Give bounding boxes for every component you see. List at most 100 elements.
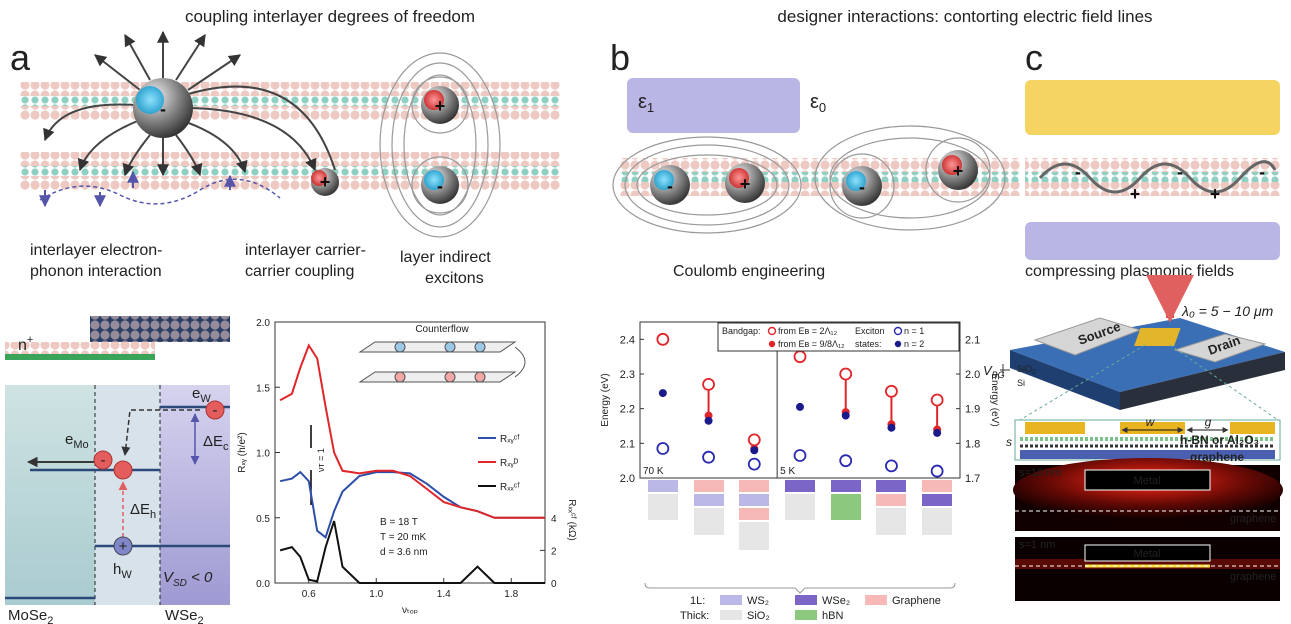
data-point [751, 447, 758, 454]
sample-stacks-part [876, 494, 906, 506]
legend-title: states: [855, 339, 882, 349]
map-label: Metal [1134, 548, 1161, 560]
sample-stacks-part [831, 480, 861, 492]
y2-tick-label: 1.9 [965, 404, 980, 416]
exciton-field [380, 53, 500, 237]
device-3d-part [1134, 328, 1181, 346]
sample-stacks-part [922, 508, 952, 535]
panel-letter: b [610, 37, 630, 78]
legend-label: WS₂ [747, 595, 769, 607]
sample-stacks-part [720, 610, 742, 620]
sample-stacks-part [739, 522, 769, 550]
charge-sign: - [160, 99, 166, 119]
data-point [886, 460, 897, 471]
legend-group: 1L: [690, 595, 705, 607]
map-label: graphene [1230, 513, 1277, 525]
charge-sign: + [740, 174, 751, 194]
x-tick-label: 1.8 [504, 589, 518, 600]
counterflow-inset-part [360, 372, 515, 382]
counterflow-inset [360, 342, 525, 382]
subscript: 2 [1032, 369, 1036, 376]
sample-stacks-part [694, 480, 724, 492]
legend-label: Rₓᵧᴰ [500, 458, 519, 469]
dimension-label: w [1146, 415, 1156, 429]
data-point [886, 386, 897, 397]
y-tick-label: 1.5 [256, 383, 270, 394]
charge-sign: - [101, 452, 106, 469]
sample-stacks-part [648, 480, 678, 492]
y2-tick-label: 2.1 [965, 334, 980, 346]
y-tick-label: 2.1 [620, 438, 635, 450]
charge-sign: + [1130, 184, 1141, 204]
legend-label: Rₓₓᶜᶠ [500, 482, 520, 493]
field-lines-part [176, 35, 205, 80]
charge-sign: + [320, 172, 331, 192]
material-label: WSe2 [165, 607, 204, 624]
charge-sign: - [1177, 162, 1183, 182]
sample-stacks-part [922, 494, 952, 506]
rest: < 0 [187, 569, 213, 586]
legend-group: Thick: [680, 610, 709, 622]
map-label: graphene [1230, 571, 1277, 583]
page: Interlayer coupling figure {"figure": { … [0, 0, 1291, 624]
y-axis-label: Energy (eV) [600, 373, 611, 426]
data-point [888, 424, 895, 431]
data-point [749, 434, 760, 445]
heterostructure-part [5, 354, 155, 360]
caption: carrier coupling [245, 263, 354, 280]
sample-stacks-part [694, 508, 724, 535]
y-tick-label: 2.2 [620, 404, 635, 416]
annotation: B = 18 T [380, 517, 418, 528]
y2-tick-label: 1.8 [965, 438, 980, 450]
counterflow-inset-part [395, 342, 405, 352]
main: ΔE [203, 433, 223, 450]
annotation: 5 K [780, 466, 795, 477]
x-tick-label: 1.4 [437, 589, 451, 600]
subscript: 2 [198, 615, 204, 624]
data-point [842, 412, 849, 419]
heterostructure [5, 316, 230, 360]
subscript: W [200, 393, 211, 405]
sample-stacks-part [694, 494, 724, 506]
annotation: νᴛ = 1 [316, 448, 326, 472]
caption: phonon interaction [30, 263, 162, 280]
subscript: W [121, 569, 132, 581]
data-point [934, 429, 941, 436]
main: e [192, 385, 200, 402]
data-point [795, 450, 806, 461]
monolayer-c-part [1025, 182, 1280, 196]
sample-stacks-part [795, 595, 817, 605]
main: e [65, 431, 73, 448]
y2-tick-label: 4 [551, 514, 557, 525]
body: coupling interlayer degrees of freedom d… [0, 0, 1291, 624]
sample-stacks-part [865, 595, 887, 605]
exciton-field-part [380, 53, 500, 237]
legend-swatch [770, 342, 775, 347]
data-point [932, 395, 943, 406]
caption: layer indirect [400, 249, 491, 266]
material-label: MoSe2 [8, 607, 53, 624]
sample-stacks-part [831, 494, 861, 520]
caption: excitons [425, 270, 484, 287]
sample-stacks-part [785, 480, 815, 492]
legend-label: hBN [822, 610, 843, 622]
legend-label: n = 1 [904, 326, 924, 336]
main: MoSe [8, 607, 47, 624]
charge-sign: - [667, 176, 673, 196]
caption: interlayer electron- [30, 242, 163, 259]
y-tick-label: 2.0 [620, 473, 635, 485]
legend-swatch [895, 328, 902, 335]
charge-sign: - [859, 177, 865, 197]
band-diagram-part [114, 461, 132, 479]
y2-axis-label: Energy (eV) [989, 373, 1000, 426]
sample-stacks-part [720, 595, 742, 605]
bilayer-a-part [20, 166, 560, 176]
legend-label: Rₓᵧᶜᶠ [500, 434, 520, 445]
data-point [703, 452, 714, 463]
band-diagram-part [5, 385, 95, 605]
data-point [840, 369, 851, 380]
legend-title: Bandgap: [722, 326, 761, 336]
dimension-label: g [1205, 415, 1212, 429]
map-label: Metal [1134, 475, 1161, 487]
panel-letter: a [10, 37, 31, 78]
